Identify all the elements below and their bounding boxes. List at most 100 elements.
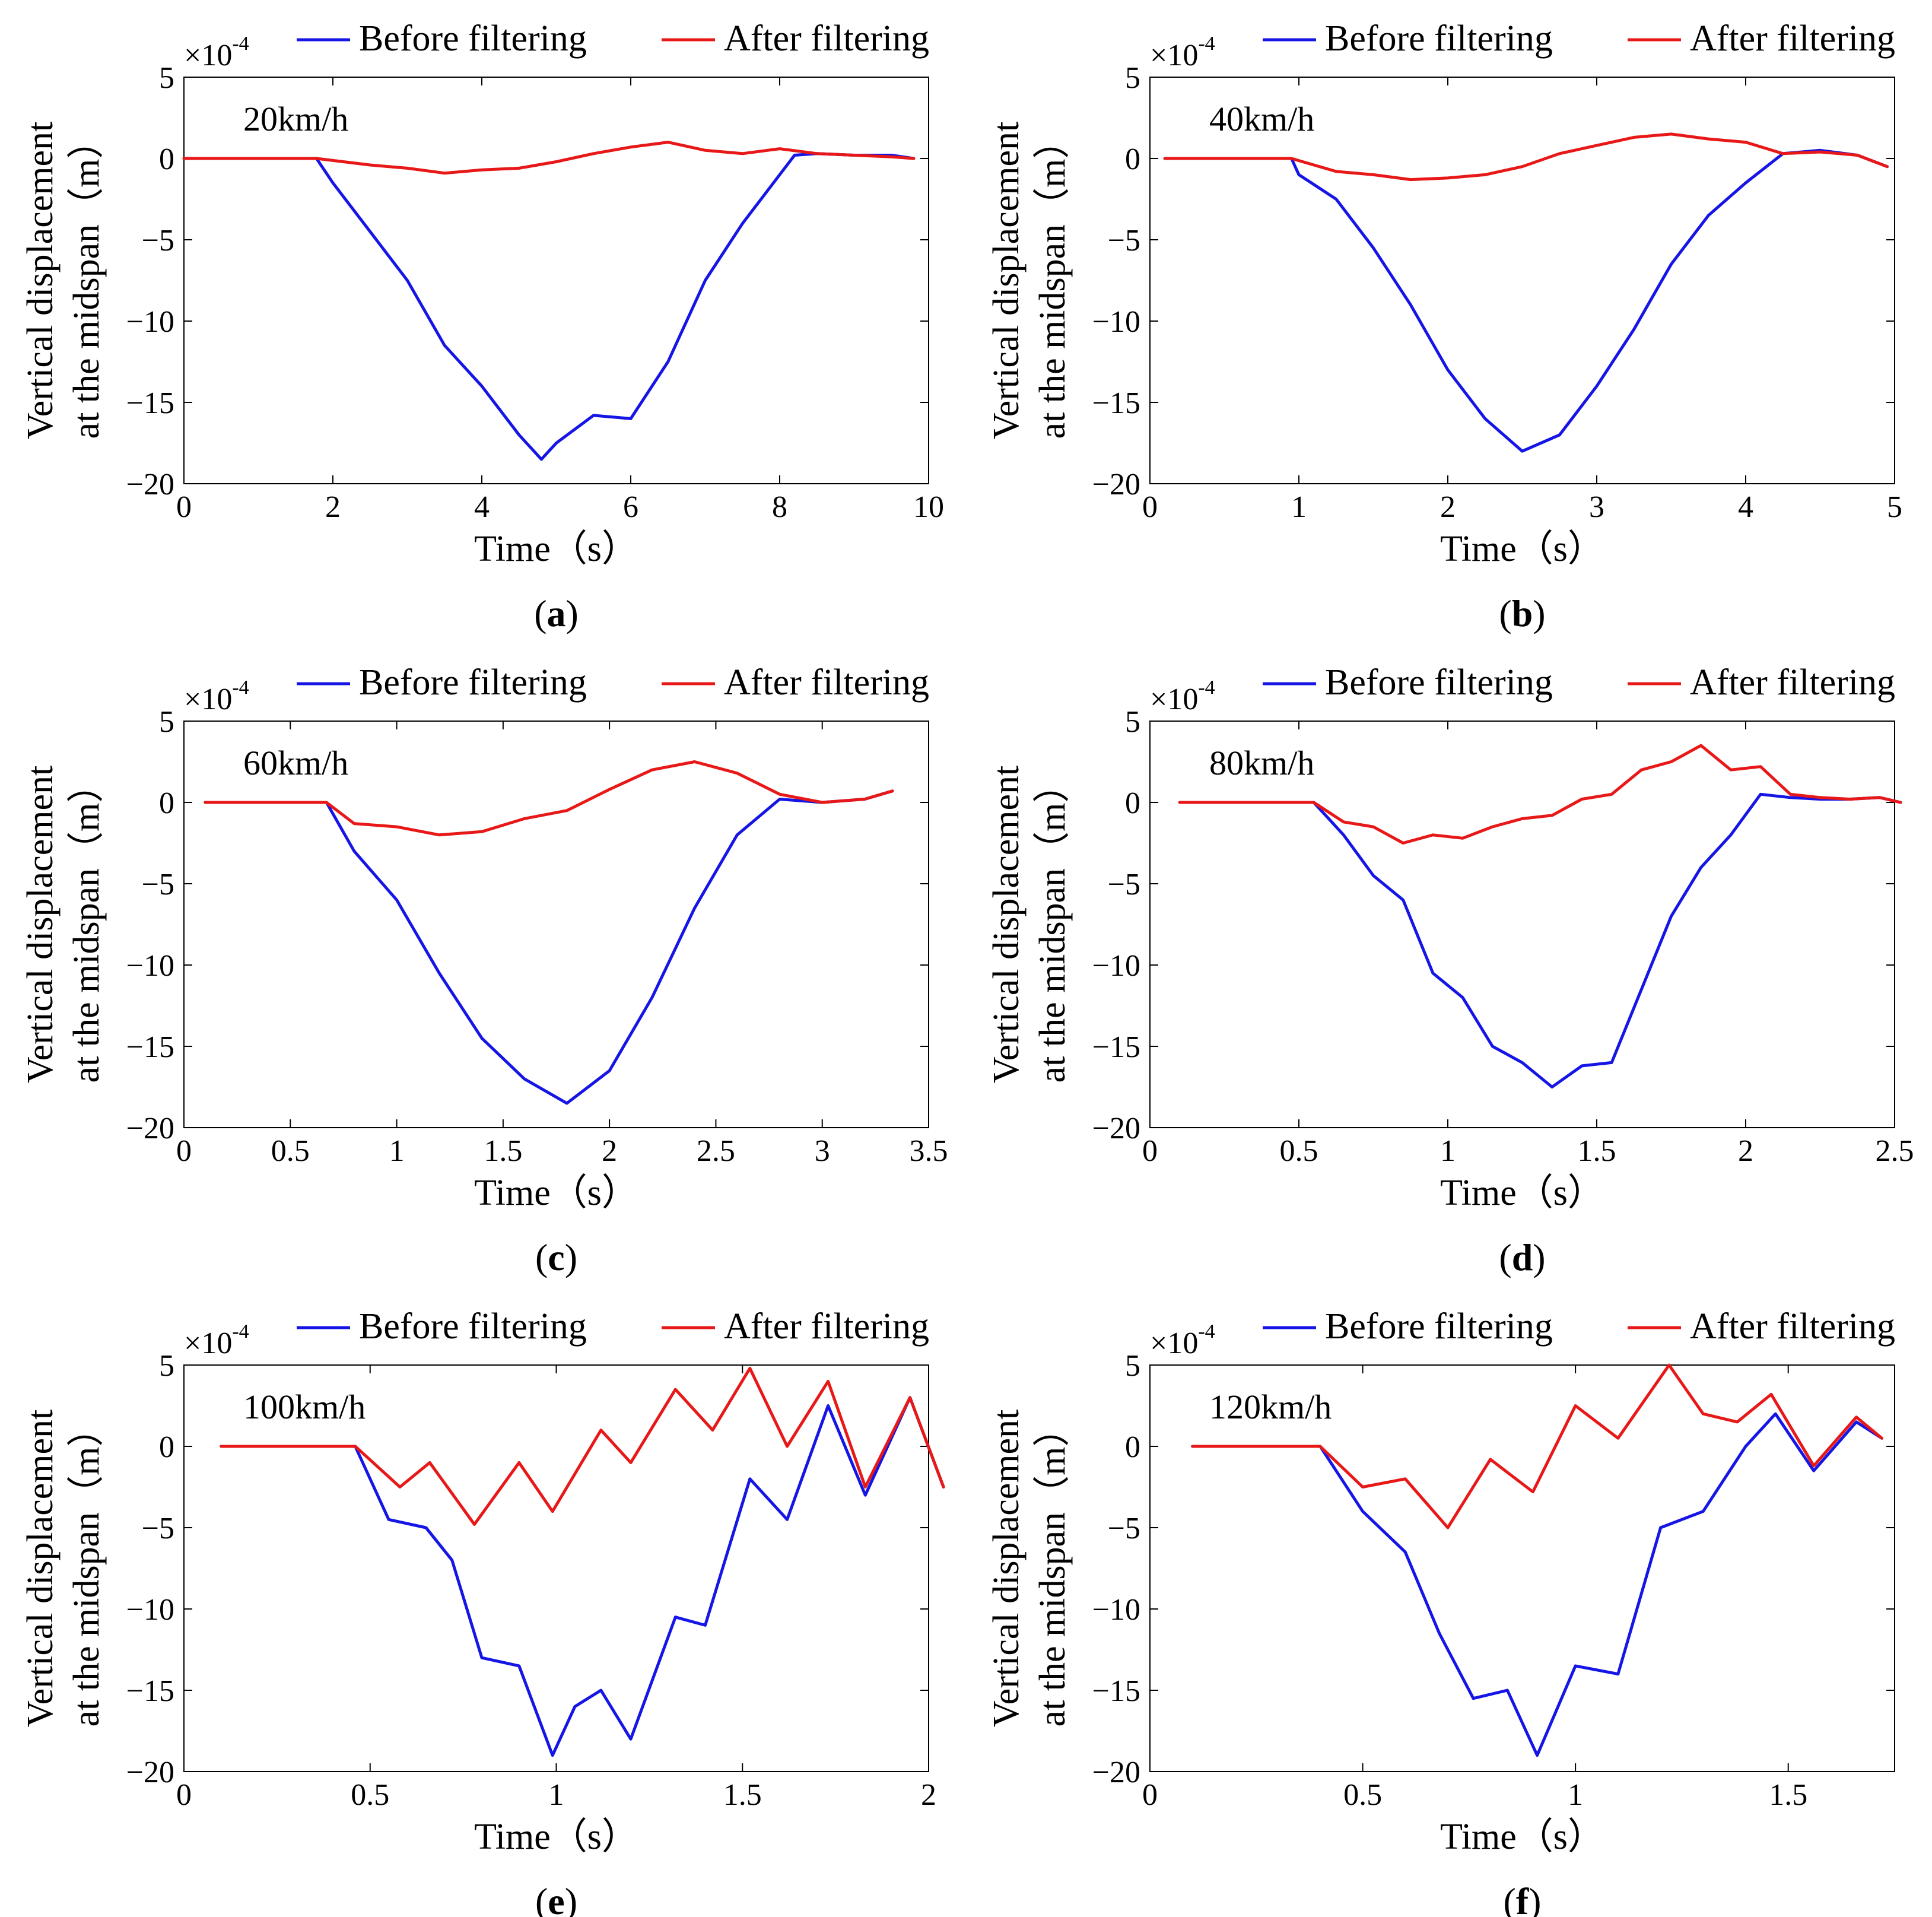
series-line-after bbox=[220, 1367, 945, 1526]
caption-letter: e bbox=[548, 1880, 564, 1917]
legend-label-before: Before filtering bbox=[1325, 1306, 1553, 1347]
y-tick-label: 5 bbox=[1125, 61, 1140, 95]
caption-letter: b bbox=[1512, 592, 1533, 634]
y-tick-label: 0 bbox=[1125, 142, 1140, 176]
legend-label-after: After filtering bbox=[724, 18, 929, 59]
series-line-after bbox=[182, 141, 916, 175]
y-axis-title-line2: at the midspan（m） bbox=[66, 766, 107, 1083]
x-tick-label: 0 bbox=[176, 490, 192, 524]
y-tick-label: −20 bbox=[1092, 1112, 1140, 1145]
legend-label-before: Before filtering bbox=[359, 18, 587, 59]
y-tick-label: −5 bbox=[1108, 1512, 1140, 1545]
y-tick-label: −5 bbox=[1108, 224, 1140, 258]
y-tick-label: −10 bbox=[1092, 949, 1140, 983]
caption-paren-open: ( bbox=[1504, 1880, 1516, 1917]
y-exponent-power: -4 bbox=[1198, 33, 1215, 55]
speed-label: 100km/h bbox=[243, 1388, 366, 1426]
panel-caption: (c) bbox=[535, 1236, 577, 1278]
series-line-before bbox=[1191, 1412, 1883, 1757]
y-exponent-label: ×10-4 bbox=[184, 33, 249, 72]
caption-paren-close: ) bbox=[1533, 592, 1545, 634]
y-exponent-label: ×10-4 bbox=[1150, 1321, 1215, 1360]
chart-panel-d: 0 0.5 1 1.5 2 2.5 5 0 −5 −10 −15 −20 ×10-4 Before fil… bbox=[986, 662, 1914, 1278]
y-tick-label: −20 bbox=[126, 468, 174, 502]
y-tick-label: 5 bbox=[159, 1349, 174, 1383]
x-tick-label: 0 bbox=[176, 1778, 192, 1812]
x-tick-label: 4 bbox=[474, 490, 490, 524]
panel-caption: (f) bbox=[1504, 1880, 1542, 1917]
x-tick-label: 1.5 bbox=[1578, 1134, 1616, 1168]
y-axis-title-line1: Vertical displacement bbox=[986, 1410, 1027, 1727]
legend-label-after: After filtering bbox=[724, 662, 929, 703]
y-tick-label: −20 bbox=[126, 1756, 174, 1789]
plot-frame bbox=[183, 721, 929, 1128]
y-exponent-power: -4 bbox=[232, 33, 249, 55]
x-tick-label: 2 bbox=[325, 490, 341, 524]
chart-panel-a: 0 2 4 6 8 10 5 0 −5 −10 −15 −20 ×10-4 Before filterin… bbox=[20, 18, 944, 634]
caption-paren-open: ( bbox=[535, 1236, 548, 1278]
x-axis-title: Time（s） bbox=[1440, 1173, 1604, 1213]
y-tick-label: 5 bbox=[1125, 1349, 1140, 1383]
series-line-before bbox=[1178, 792, 1902, 1088]
y-tick-label: 0 bbox=[159, 142, 174, 176]
x-tick-label: 0 bbox=[1142, 1778, 1158, 1812]
x-axis-title: Time（s） bbox=[1440, 529, 1604, 569]
y-axis-title-line1: Vertical displacement bbox=[986, 122, 1027, 439]
legend-label-after: After filtering bbox=[1690, 18, 1895, 59]
x-tick-label: 1 bbox=[549, 1778, 564, 1812]
panel-caption: (d) bbox=[1499, 1236, 1545, 1278]
caption-paren-close: ) bbox=[1529, 1880, 1541, 1917]
y-axis-title-line2: at the midspan（m） bbox=[1032, 1410, 1073, 1727]
y-tick-label: 0 bbox=[159, 786, 174, 820]
caption-paren-open: ( bbox=[535, 1880, 548, 1917]
caption-letter: d bbox=[1512, 1236, 1533, 1278]
x-tick-label: 3.5 bbox=[910, 1134, 948, 1168]
legend-label-before: Before filtering bbox=[359, 662, 587, 703]
x-tick-label: 5 bbox=[1887, 490, 1902, 524]
caption-letter: f bbox=[1516, 1880, 1529, 1917]
y-axis-title-line2: at the midspan（m） bbox=[1032, 766, 1073, 1083]
y-tick-label: −15 bbox=[126, 386, 174, 420]
y-tick-label: −5 bbox=[142, 1512, 174, 1545]
y-tick-label: 5 bbox=[159, 61, 174, 95]
y-tick-label: −10 bbox=[126, 949, 174, 983]
caption-paren-close: ) bbox=[1533, 1236, 1545, 1278]
legend-label-before: Before filtering bbox=[1325, 662, 1553, 703]
y-exponent-label: ×10-4 bbox=[184, 677, 249, 716]
plot-frame bbox=[183, 1364, 929, 1772]
y-tick-label: −5 bbox=[142, 224, 174, 258]
plot-frame bbox=[1149, 721, 1895, 1128]
x-axis-title: Time（s） bbox=[474, 1817, 638, 1857]
x-tick-label: 1 bbox=[1568, 1778, 1583, 1812]
panel-caption: (b) bbox=[1499, 592, 1545, 634]
y-axis-title-line1: Vertical displacement bbox=[20, 766, 61, 1083]
x-tick-label: 0.5 bbox=[351, 1778, 389, 1812]
y-tick-label: −5 bbox=[142, 868, 174, 902]
chart-panel-f: 0 0.5 1 1.5 5 0 −5 −10 −15 −20 ×10-4 Before filteri… bbox=[986, 1306, 1895, 1917]
legend-label-before: Before filtering bbox=[1325, 18, 1553, 59]
x-tick-label: 3 bbox=[1589, 490, 1604, 524]
x-tick-label: 8 bbox=[772, 490, 787, 524]
x-tick-label: 2 bbox=[1738, 1134, 1753, 1168]
y-tick-label: 5 bbox=[159, 705, 174, 739]
chart-panel-b: 0 1 2 3 4 5 5 0 −5 −10 −15 −20 ×10-4 Before filtering… bbox=[986, 18, 1902, 634]
y-axis-title-line1: Vertical displacement bbox=[986, 766, 1027, 1083]
x-tick-label: 4 bbox=[1738, 490, 1753, 524]
y-axis-title-line1: Vertical displacement bbox=[20, 122, 61, 439]
y-exponent-power: -4 bbox=[232, 677, 249, 699]
y-tick-label: −15 bbox=[126, 1674, 174, 1708]
x-axis-title: Time（s） bbox=[1440, 1817, 1604, 1857]
x-tick-label: 1.5 bbox=[723, 1778, 762, 1812]
x-tick-label: 0.5 bbox=[1280, 1134, 1318, 1168]
y-tick-label: −15 bbox=[1092, 1030, 1140, 1064]
y-tick-label: −10 bbox=[126, 305, 174, 339]
x-tick-label: 2.5 bbox=[1876, 1134, 1914, 1168]
caption-paren-close: ) bbox=[565, 1236, 577, 1278]
legend-label-after: After filtering bbox=[724, 1306, 929, 1347]
caption-letter: a bbox=[547, 592, 566, 634]
y-exponent-label: ×10-4 bbox=[1150, 33, 1215, 72]
y-tick-label: −20 bbox=[1092, 468, 1140, 502]
y-axis-title-line2: at the midspan（m） bbox=[66, 122, 107, 439]
y-tick-label: −15 bbox=[1092, 1674, 1140, 1708]
